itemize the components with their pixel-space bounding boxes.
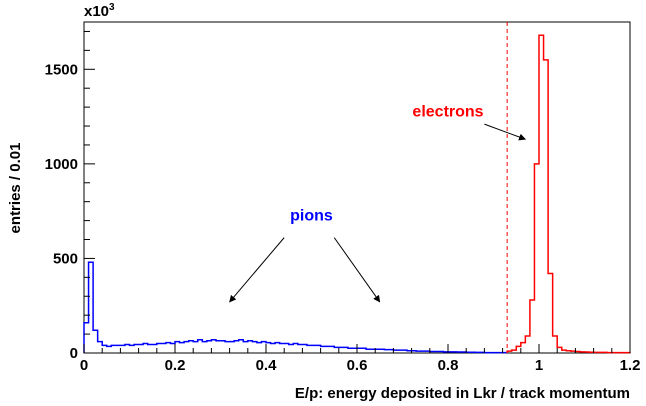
x-axis-label: E/p: energy deposited in Lkr / track mom… (295, 385, 630, 402)
y-tick-label: 500 (53, 250, 78, 267)
axis-ticks: 0 0.2 0.4 0.6 0.8 1 1.2 0 500 1000 1500 (45, 30, 641, 374)
y-tick-label: 0 (70, 345, 78, 362)
y-axis-label: entries / 0.01 (7, 143, 24, 234)
annotation-arrow (333, 237, 381, 303)
y-multiplier-exponent: 3 (109, 2, 115, 13)
y-tick-label: 1500 (45, 61, 78, 78)
y-multiplier: x103 (84, 2, 115, 20)
x-tick-label: 0.2 (165, 357, 186, 374)
x-tick-label: 0.4 (256, 357, 278, 374)
annotation-pions: pions (290, 208, 333, 225)
x-tick-label: 1 (535, 357, 543, 374)
series-pions-line (83, 261, 508, 354)
annotation-arrow (229, 237, 285, 303)
y-multiplier-base: x10 (84, 3, 109, 20)
annotation-arrow (484, 123, 527, 141)
histogram-series (83, 22, 631, 354)
series-electrons-line (506, 34, 631, 354)
annotations: pions electrons (229, 104, 527, 303)
x-tick-label: 0.6 (347, 357, 368, 374)
x-tick-label: 1.2 (620, 357, 641, 374)
y-tick-label: 1000 (45, 156, 78, 173)
x-tick-label: 0 (80, 357, 88, 374)
annotation-electrons: electrons (412, 104, 483, 121)
x-tick-label: 0.8 (438, 357, 459, 374)
